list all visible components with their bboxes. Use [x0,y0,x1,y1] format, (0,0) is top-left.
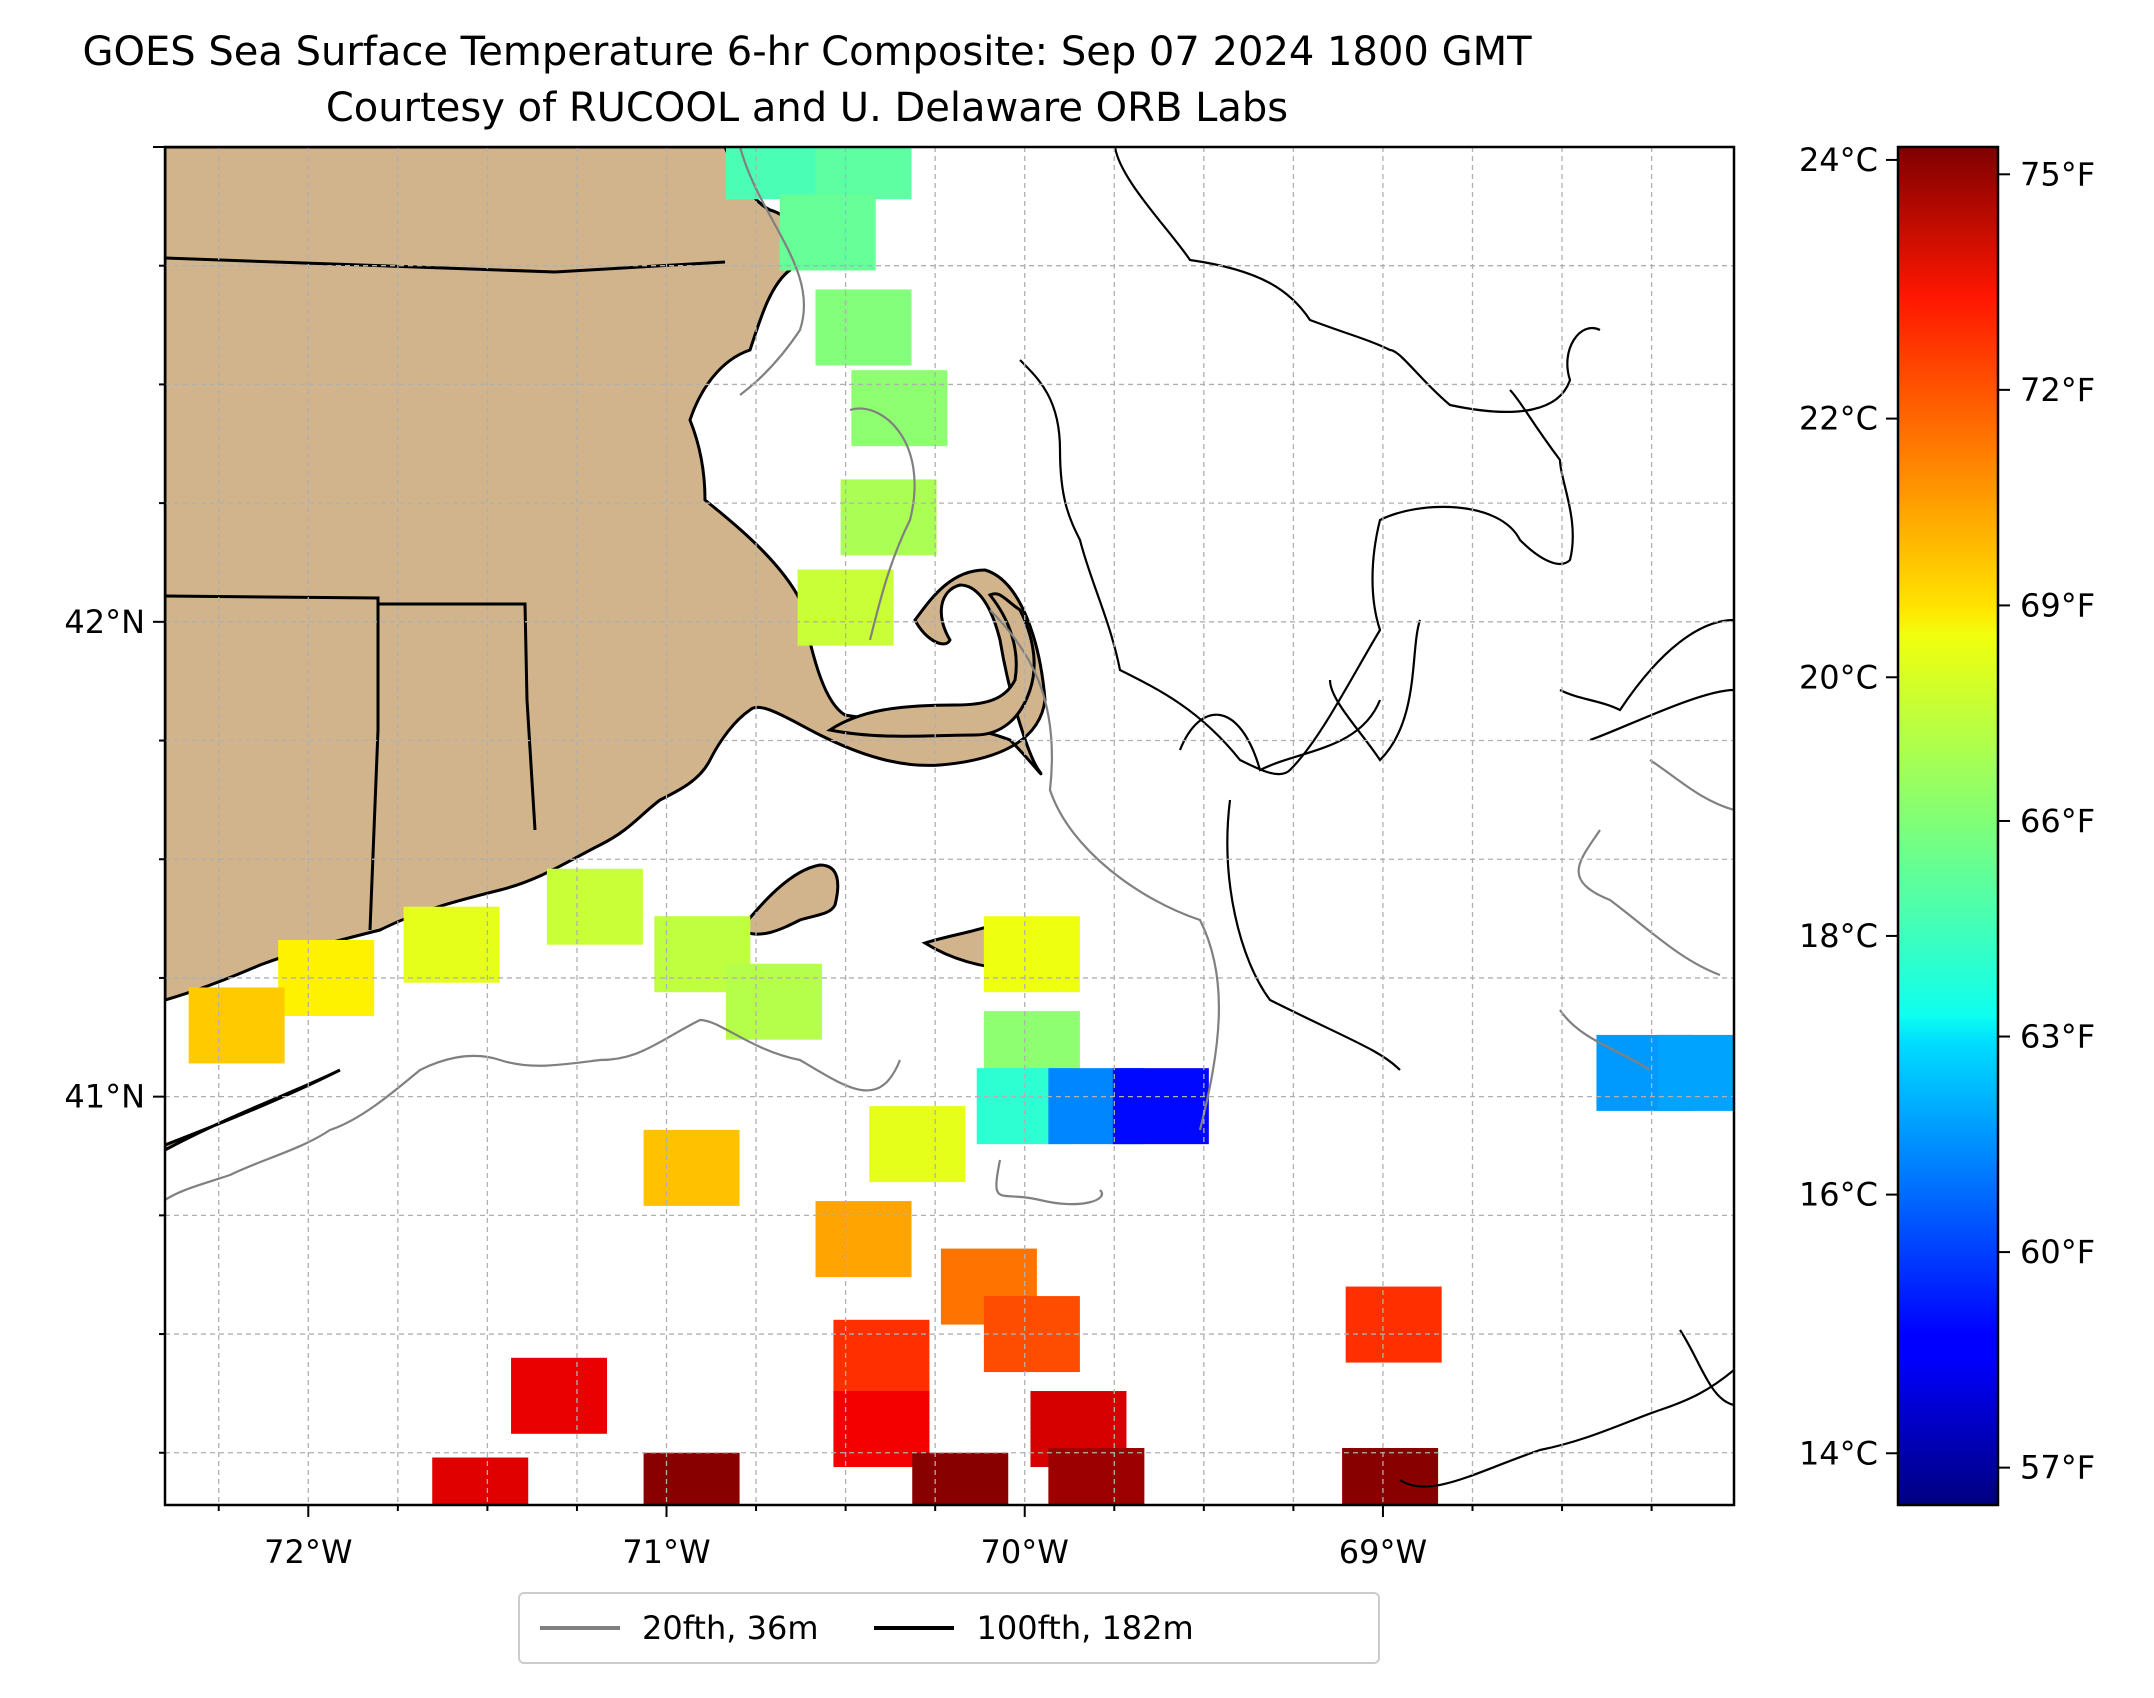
sst-patch [511,1357,608,1434]
lon-tick-label: 70°W [981,1533,1069,1571]
sst-patch [643,1129,740,1206]
sst-patch [779,194,876,271]
colorbar-fahrenheit-label: 75°F [2020,155,2095,193]
state-border-ct-ri [165,594,537,931]
legend-entry-20fth: 20fth, 36m [540,1609,818,1647]
sst-patch [725,963,822,1040]
lon-tick-label: 69°W [1339,1533,1427,1571]
colorbar-fahrenheit-label: 72°F [2020,371,2095,409]
legend-swatch-100fth [874,1626,955,1630]
colorbar-celsius-label: 14°C [1799,1434,1878,1472]
sst-patch [643,1452,740,1505]
colorbar-ticks: 14°C 16°C 18°C 20°C 22°C 24°C 57°F 60°F 63°F 66°F… [1799,141,2095,1487]
sst-patch [1345,1286,1442,1363]
sst-patch [188,987,285,1064]
isobath-20fth [165,147,1734,1206]
land-new-england [165,147,1047,1002]
colorbar-fahrenheit-label: 66°F [2020,802,2095,840]
lat-tick-label: 41°N [64,1078,145,1116]
lat-tick-label: 42°N [64,603,145,641]
chart-title-line-2: Courtesy of RUCOOL and U. Delaware ORB L… [325,85,1289,131]
sst-patch [815,1201,912,1278]
lon-tick-label: 72°W [264,1533,352,1571]
colorbar-fahrenheit-label: 63°F [2020,1018,2095,1056]
isobath-legend: 20fth, 36m 100fth, 182m [518,1592,1380,1664]
colorbar-fahrenheit-label: 57°F [2020,1449,2095,1487]
map-gridlines [165,147,1734,1505]
sst-patch [833,1319,930,1396]
colorbar-celsius-label: 16°C [1799,1176,1878,1214]
legend-label-100fth: 100fth, 182m [976,1609,1194,1647]
chart-title-line-1: GOES Sea Surface Temperature 6-hr Compos… [82,29,1532,75]
lon-tick-label: 71°W [622,1533,710,1571]
sst-patch-layer [188,147,1734,1505]
sst-patch [869,1106,966,1183]
sst-patch [840,479,937,556]
map-plot-area [165,147,1734,1505]
sst-patch [815,289,912,366]
sst-patch [1112,1068,1209,1145]
colorbar-celsius-label: 22°C [1799,400,1878,438]
colorbar-celsius-label: 20°C [1799,658,1878,696]
legend-swatch-20fth [540,1626,620,1630]
isobath-100fth [1019,147,1734,1488]
sst-patch [1342,1448,1439,1505]
map-frame [163,145,1736,1507]
land-long-island [165,1068,341,1152]
colorbar-strip [1896,145,2000,1507]
sst-patch [983,916,1080,993]
land-cape-cod [826,592,1036,738]
sst-patch [815,147,912,200]
land-marthas-vineyard [737,863,840,936]
sst-patch [1657,1034,1734,1111]
legend-entry-100fth: 100fth, 182m [874,1609,1194,1647]
sst-patch [912,1452,1009,1505]
colorbar-fahrenheit-label: 60°F [2020,1233,2095,1271]
sst-patch [403,906,500,983]
sst-patch [546,868,643,945]
colorbar-celsius-label: 18°C [1799,917,1878,955]
map-axes: 72°W 71°W 70°W 69°W 41°N 42°N [64,146,1653,1571]
sst-patch [725,147,822,200]
colorbar-celsius-label: 24°C [1799,141,1878,179]
legend-label-20fth: 20fth, 36m [642,1609,819,1647]
sst-patch [432,1457,529,1505]
sst-patch [1048,1448,1145,1505]
colorbar-fahrenheit-label: 69°F [2020,586,2095,624]
state-border-ma [165,256,726,274]
